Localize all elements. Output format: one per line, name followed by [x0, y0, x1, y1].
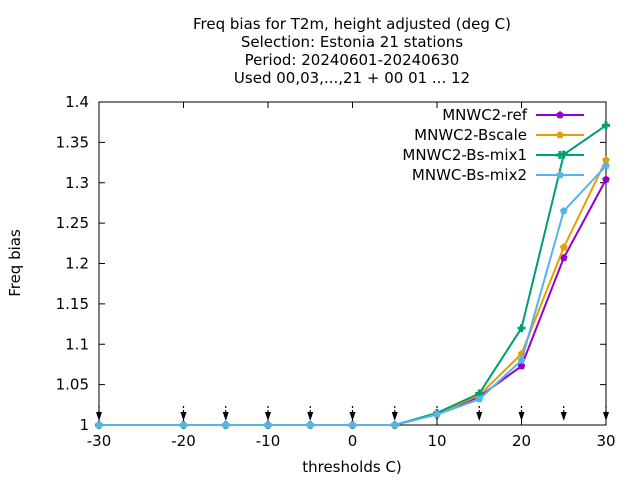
threshold-arrow	[265, 406, 271, 421]
x-tick-label: 20	[512, 432, 531, 450]
y-tick-label: 1.25	[56, 214, 89, 232]
x-tick-label: -20	[171, 432, 196, 450]
title-line: Freq bias for T2m, height adjusted (deg …	[193, 15, 511, 33]
y-tick-label: 1.05	[56, 376, 89, 394]
data-point	[556, 151, 564, 159]
threshold-arrow-head	[265, 412, 271, 421]
threshold-arrow-head	[349, 412, 356, 421]
threshold-arrow-head	[307, 412, 314, 421]
data-point	[602, 121, 610, 130]
data-point	[433, 410, 441, 418]
data-point	[264, 421, 272, 429]
data-point	[95, 421, 103, 429]
y-tick-label: 1.1	[65, 335, 89, 353]
legend-label: MNWC-Bs-mix2	[412, 166, 527, 184]
x-tick-label: 0	[348, 432, 358, 450]
y-tick-label: 1.35	[56, 133, 89, 151]
x-tick-label: -10	[256, 432, 281, 450]
y-tick-label: 1.3	[65, 174, 89, 192]
data-point	[559, 243, 568, 251]
threshold-arrow	[603, 406, 609, 421]
legend-label: MNWC2-ref	[442, 106, 527, 124]
plot-frame	[98, 101, 607, 426]
series-line	[99, 179, 607, 426]
x-tick-label: 30	[596, 432, 615, 450]
threshold-arrow-head	[391, 412, 398, 421]
threshold-arrow	[560, 406, 567, 421]
threshold-arrow	[391, 406, 398, 421]
data-point	[559, 253, 568, 262]
series-mnwc2-ref	[95, 175, 610, 429]
threshold-arrow-head	[560, 412, 567, 421]
data-point	[390, 421, 399, 429]
title-line: Selection: Estonia 21 stations	[241, 33, 463, 51]
y-tick-label: 1.4	[65, 93, 89, 111]
legend-entry: MNWC-Bs-mix2	[412, 166, 584, 184]
data-point	[517, 356, 526, 364]
series-mnwc2-bs-mix1	[95, 121, 610, 429]
y-tick-label: 1.2	[65, 255, 89, 273]
x-tick-label: 10	[427, 432, 446, 450]
chart-title: Freq bias for T2m, height adjusted (deg …	[193, 15, 511, 87]
series-line	[99, 124, 607, 426]
title-line: Used 00,03,...,21 + 00 01 ... 12	[234, 69, 470, 87]
legend-entry: MNWC2-Bscale	[414, 126, 584, 144]
series-line	[99, 165, 607, 426]
series-mnwc-bs-mix2	[95, 161, 610, 429]
legend-entry: MNWC2-Bs-mix1	[402, 146, 584, 164]
threshold-arrow	[307, 406, 314, 421]
data-point	[348, 421, 357, 429]
threshold-arrow-head	[476, 412, 483, 421]
threshold-arrow-head	[222, 412, 229, 421]
legend: MNWC2-ref MNWC2-Bscale MNWC2-Bs-mix1 MNWC-B…	[402, 106, 584, 184]
data-point	[602, 161, 610, 169]
legend-entry: MNWC2-ref	[442, 106, 584, 124]
x-axis-label: thresholds C)	[302, 458, 402, 476]
data-point	[517, 324, 526, 333]
series-group	[95, 121, 610, 429]
data-point	[559, 207, 568, 215]
title-line: Period: 20240601-20240630	[245, 51, 460, 69]
data-point	[556, 131, 564, 139]
threshold-arrow-head	[96, 412, 102, 421]
data-point	[556, 111, 564, 119]
data-point	[602, 156, 610, 164]
y-tick-label: 1.15	[56, 295, 89, 313]
threshold-arrow	[349, 406, 356, 421]
data-point	[306, 421, 315, 429]
data-point	[475, 395, 484, 403]
threshold-arrow	[476, 406, 483, 421]
threshold-arrow	[96, 406, 102, 421]
threshold-arrow-head	[518, 412, 525, 421]
data-point	[179, 421, 188, 429]
data-point	[517, 362, 526, 370]
threshold-arrow	[180, 406, 187, 421]
series-mnwc2-bscale	[95, 156, 610, 429]
threshold-arrow-head	[180, 412, 187, 421]
data-point	[221, 421, 230, 429]
threshold-arrow	[518, 406, 525, 421]
y-axis-ticks: 1 1.05 1.1 1.15 1.2 1.25 1.3 1.35 1.4	[56, 93, 606, 434]
legend-label: MNWC2-Bs-mix1	[402, 146, 527, 164]
y-axis-label: Freq bias	[6, 229, 24, 297]
threshold-arrow-head	[603, 412, 609, 421]
data-point	[556, 171, 564, 179]
threshold-markers	[96, 406, 609, 421]
y-tick-label: 1	[79, 416, 89, 434]
x-tick-label: -30	[87, 432, 112, 450]
data-point	[602, 175, 610, 183]
threshold-arrow	[222, 406, 229, 421]
plot-border	[98, 101, 607, 426]
legend-label: MNWC2-Bscale	[414, 126, 527, 144]
